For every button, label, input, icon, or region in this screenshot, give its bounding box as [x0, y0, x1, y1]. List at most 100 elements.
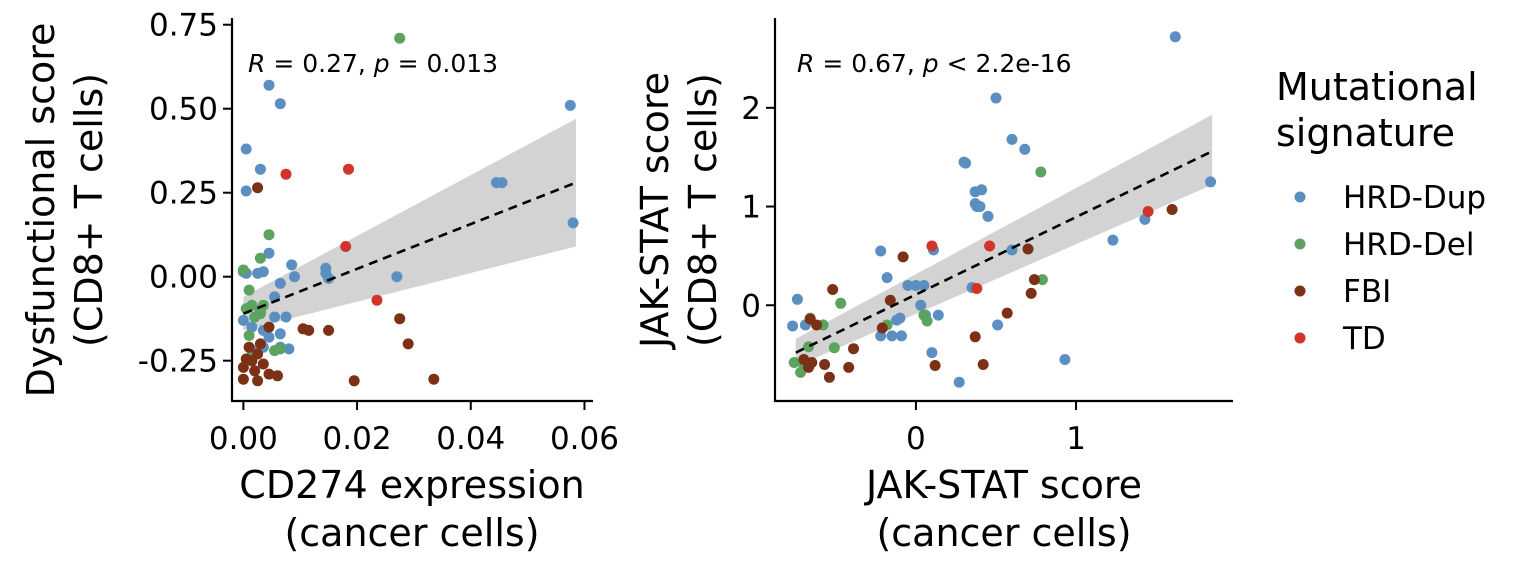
data-point [263, 331, 275, 343]
annotation-r-value: = 0.27, [265, 49, 373, 78]
confidence-band [795, 114, 1213, 367]
annotation-r-symbol: R [797, 49, 814, 78]
annotation-p-symbol: p [373, 49, 390, 78]
data-point [1028, 274, 1040, 286]
data-point [918, 280, 930, 291]
data-point [348, 375, 360, 387]
data-point [240, 353, 252, 365]
annotation-r-value: = 0.67, [814, 49, 922, 78]
y-tick-label: 2 [741, 91, 761, 127]
data-point [252, 375, 264, 387]
data-point [915, 299, 927, 311]
y-tick-label: 0 [741, 288, 761, 324]
data-point [1006, 133, 1018, 145]
series-hrd-del [237, 32, 406, 363]
data-point [974, 201, 986, 212]
x-tick-label: 0 [906, 421, 926, 457]
x-tick-label: 0.04 [436, 421, 505, 457]
legend-swatch [1294, 285, 1306, 297]
data-point [280, 311, 292, 323]
legend-entry: HRD-Del [1294, 227, 1474, 263]
legend-entry: FBI [1294, 274, 1391, 310]
data-point [263, 247, 275, 259]
legend-swatch [1294, 332, 1306, 344]
legend-label: HRD-Dup [1343, 180, 1486, 216]
data-point [926, 240, 938, 252]
x-tick-label: 0.00 [209, 421, 278, 457]
data-point [428, 373, 440, 385]
data-point [274, 343, 286, 355]
legend-swatch [1294, 238, 1306, 250]
y-axis-title: JAK-STAT score [633, 72, 677, 350]
data-point [827, 284, 839, 295]
annotation-p-symbol: p [922, 49, 939, 78]
series-hrd-dup [787, 31, 1217, 388]
data-point [1022, 243, 1034, 255]
data-point [243, 330, 255, 341]
legend-entry: TD [1294, 321, 1386, 357]
data-point [791, 293, 803, 305]
data-point [263, 368, 275, 380]
data-point [303, 324, 315, 336]
data-point [902, 280, 914, 291]
data-point [340, 241, 352, 252]
data-point [897, 251, 909, 263]
data-point [891, 314, 903, 326]
data-point [567, 217, 579, 229]
data-point [496, 177, 508, 189]
data-point [1025, 287, 1037, 299]
data-point [848, 343, 859, 355]
confidence-band [243, 118, 576, 331]
data-point [896, 330, 907, 342]
y-tick-label: 0.50 [149, 92, 218, 128]
data-point [323, 324, 335, 336]
data-point [1169, 31, 1181, 43]
data-point [283, 343, 295, 355]
series-fbi [237, 182, 440, 387]
data-point [243, 284, 255, 296]
data-point [819, 359, 831, 370]
data-point [1036, 274, 1048, 286]
data-point [1166, 204, 1178, 215]
x-axis-title: JAK-STAT score [864, 463, 1142, 507]
data-point [835, 297, 847, 309]
data-point [1059, 354, 1071, 365]
data-point [243, 341, 255, 353]
data-point [240, 143, 252, 155]
data-point [1107, 234, 1119, 246]
data-point [564, 99, 576, 111]
data-point [881, 272, 893, 284]
data-point [237, 314, 249, 326]
data-point [953, 376, 965, 388]
x-axis-subtitle: (cancer cells) [284, 511, 539, 555]
data-point [402, 338, 414, 350]
data-point [263, 321, 275, 333]
data-point [976, 184, 988, 196]
data-point [246, 321, 258, 333]
y-tick-label: 0.25 [149, 176, 218, 212]
left-panel: 0.00 0.02 0.04 0.06 -0.25 0.00 0.25 0.50 0.75 CD2… [19, 8, 619, 555]
x-tick-label: 1 [1066, 421, 1086, 457]
data-point [394, 32, 406, 44]
data-point [926, 347, 938, 359]
data-point [795, 366, 807, 378]
data-point [787, 320, 799, 332]
data-point [969, 331, 981, 343]
data-point [371, 294, 383, 306]
data-point [249, 365, 261, 377]
data-point [1019, 143, 1031, 155]
data-point [984, 240, 996, 252]
data-point [971, 283, 983, 294]
data-point [982, 210, 994, 222]
data-point [886, 330, 898, 342]
data-point [990, 92, 1002, 104]
legend-label: HRD-Del [1343, 227, 1474, 263]
y-axis-subtitle: (CD8+ T cells) [67, 73, 111, 347]
data-point [1035, 166, 1047, 178]
y-tick-label: 0.75 [149, 8, 218, 44]
y-tick-label: -0.25 [138, 344, 218, 380]
data-point [875, 245, 887, 257]
